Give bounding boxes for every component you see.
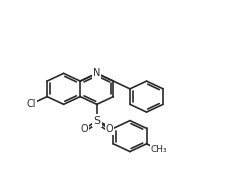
Text: O: O bbox=[80, 124, 88, 134]
Text: CH₃: CH₃ bbox=[150, 145, 167, 154]
Text: Cl: Cl bbox=[26, 99, 36, 109]
Text: S: S bbox=[93, 116, 100, 126]
Text: N: N bbox=[93, 68, 100, 78]
Text: O: O bbox=[105, 124, 113, 134]
